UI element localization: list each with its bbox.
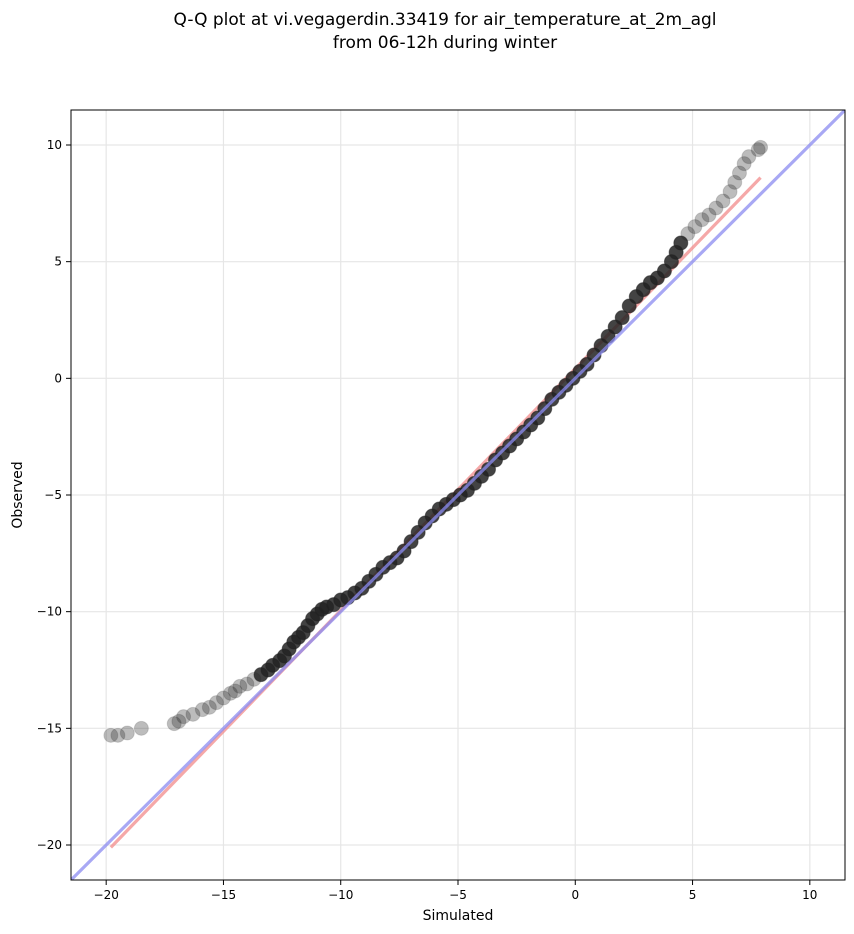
qq-point-9 [201, 699, 217, 715]
y-axis-label: Observed [10, 461, 26, 528]
qq-point-3 [133, 720, 149, 736]
x-tick-label-6: 10 [802, 888, 817, 902]
qq-point-13 [227, 683, 243, 699]
qq-point-6 [176, 709, 192, 725]
qq-point-90 [731, 165, 747, 181]
x-tick-label-0: −20 [94, 888, 119, 902]
y-tick-label-3: −5 [44, 488, 62, 502]
x-tick-label-5: 5 [689, 888, 697, 902]
grid-layer [71, 110, 845, 880]
y-tick-label-0: −20 [37, 838, 62, 852]
chart-title-line-2: from 06-12h during winter [333, 33, 557, 53]
qq-point-83 [687, 219, 703, 235]
qq-point-92 [741, 149, 757, 165]
qq-point-85 [701, 207, 717, 223]
qq-point-10 [208, 695, 224, 711]
x-axis-label: Simulated [423, 908, 494, 924]
x-tick-label-1: −15 [211, 888, 236, 902]
qq-point-86 [708, 200, 724, 216]
qq-point-5 [171, 713, 187, 729]
points-layer [103, 139, 769, 743]
qq-point-81 [673, 235, 689, 251]
qq-point-72 [614, 310, 630, 326]
reference-layer [71, 110, 845, 880]
qq-point-82 [680, 226, 696, 242]
qq-point-8 [194, 702, 210, 718]
qq-point-94 [753, 139, 769, 155]
qq-point-91 [736, 156, 752, 172]
x-tick-label-3: −5 [449, 888, 467, 902]
qq-point-2 [119, 725, 135, 741]
qq-point-1 [110, 727, 126, 743]
qq-point-88 [722, 184, 738, 200]
qq-point-0 [103, 727, 119, 743]
y-tick-label-1: −15 [37, 721, 62, 735]
qq-point-12 [222, 685, 238, 701]
qq-point-87 [715, 193, 731, 209]
ticks-layer: −20 −15 −10 −5 0 5 10 −20 −15 −10 −5 0 5 10 [37, 138, 818, 902]
qq-point-84 [694, 212, 710, 228]
chart-title-line-1: Q-Q plot at vi.vegagerdin.33419 for air_… [173, 10, 716, 30]
x-tick-label-2: −10 [328, 888, 353, 902]
qq-point-89 [727, 174, 743, 190]
qq-point-15 [239, 676, 255, 692]
x-tick-label-4: 0 [571, 888, 579, 902]
y-tick-label-2: −10 [37, 605, 62, 619]
qq-point-11 [215, 690, 231, 706]
qq-point-7 [185, 706, 201, 722]
qq-point-93 [750, 142, 766, 158]
qq-point-14 [232, 678, 248, 694]
reference-line [71, 110, 845, 880]
y-tick-label-6: 10 [47, 138, 62, 152]
y-tick-label-4: 0 [54, 371, 62, 385]
qq-point-4 [166, 716, 182, 732]
y-tick-label-5: 5 [54, 255, 62, 269]
